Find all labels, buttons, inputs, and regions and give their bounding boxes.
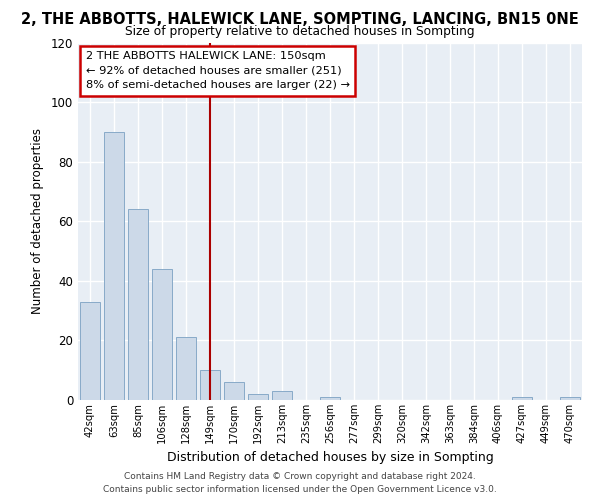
Bar — [512, 397, 532, 400]
Bar — [104, 132, 124, 400]
Text: 2 THE ABBOTTS HALEWICK LANE: 150sqm
← 92% of detached houses are smaller (251)
8: 2 THE ABBOTTS HALEWICK LANE: 150sqm ← 92… — [86, 52, 350, 90]
Bar — [176, 338, 196, 400]
Bar — [272, 391, 292, 400]
Bar — [80, 302, 100, 400]
Bar — [248, 394, 268, 400]
Bar — [152, 269, 172, 400]
Bar — [320, 397, 340, 400]
Bar — [560, 397, 580, 400]
Text: 2, THE ABBOTTS, HALEWICK LANE, SOMPTING, LANCING, BN15 0NE: 2, THE ABBOTTS, HALEWICK LANE, SOMPTING,… — [21, 12, 579, 28]
Text: Size of property relative to detached houses in Sompting: Size of property relative to detached ho… — [125, 25, 475, 38]
X-axis label: Distribution of detached houses by size in Sompting: Distribution of detached houses by size … — [167, 452, 493, 464]
Bar — [200, 370, 220, 400]
Bar — [224, 382, 244, 400]
Text: Contains HM Land Registry data © Crown copyright and database right 2024.
Contai: Contains HM Land Registry data © Crown c… — [103, 472, 497, 494]
Y-axis label: Number of detached properties: Number of detached properties — [31, 128, 44, 314]
Bar — [128, 210, 148, 400]
